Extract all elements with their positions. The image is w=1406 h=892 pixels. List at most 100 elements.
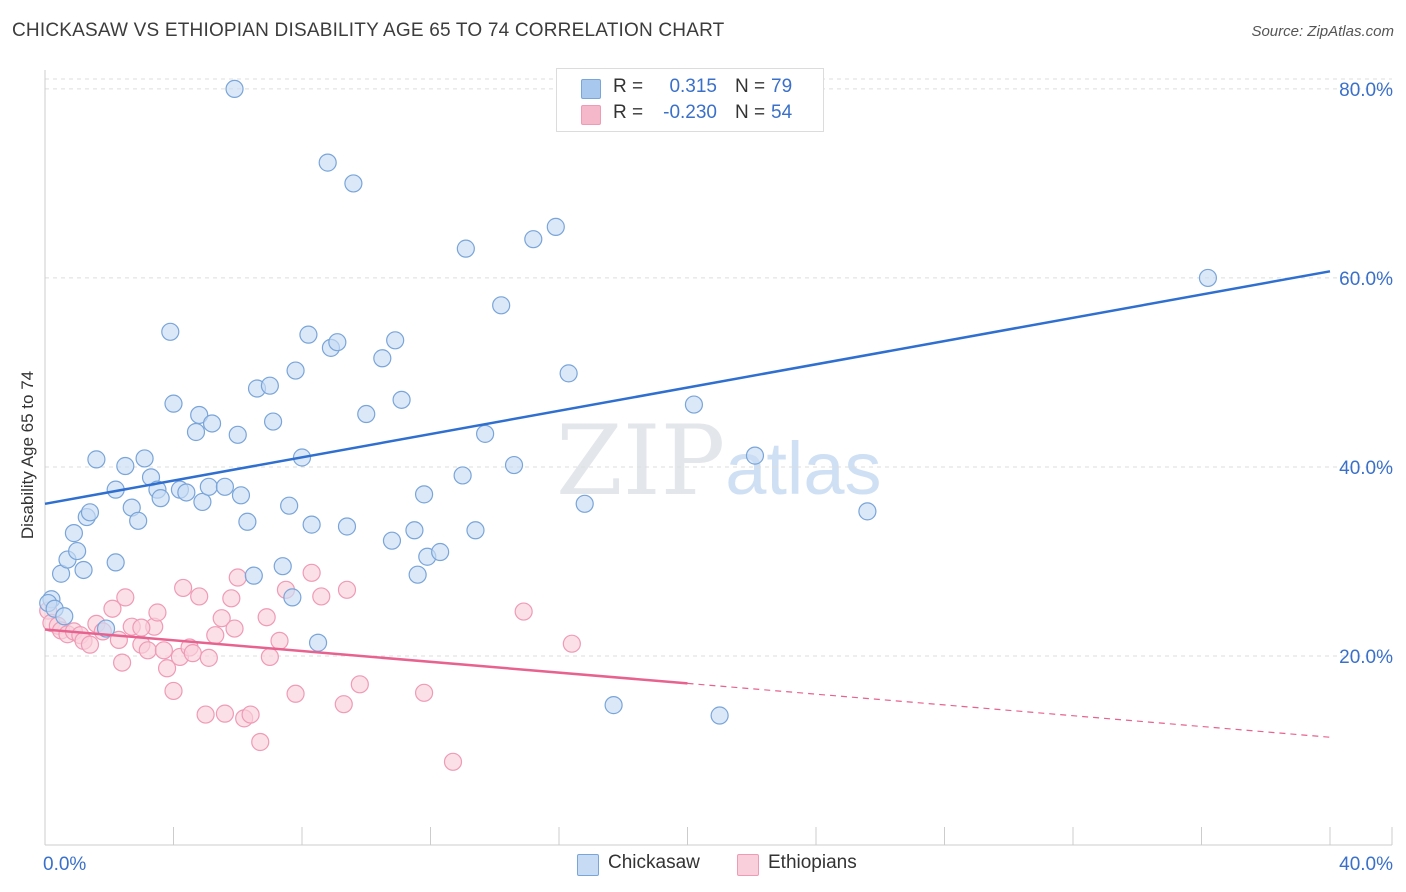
- chickasaw-point: [193, 492, 212, 512]
- chickasaw-point: [283, 588, 302, 607]
- x-tick-label: 0.0%: [43, 854, 86, 875]
- chickasaw-point: [55, 607, 74, 626]
- chickasaw-point: [260, 376, 279, 395]
- chickasaw-point: [524, 230, 543, 249]
- y-tick-label: 20.0%: [1339, 647, 1393, 668]
- chickasaw-point: [106, 553, 125, 572]
- chickasaw-point: [745, 446, 765, 465]
- series-label-ethiopians: Ethiopians: [768, 852, 857, 873]
- chickasaw-point: [225, 79, 244, 99]
- chickasaw-point: [228, 425, 247, 444]
- chickasaw-point: [129, 511, 148, 530]
- ethiopians-point: [103, 599, 122, 618]
- ethiopians-point: [286, 684, 305, 703]
- ethiopians-point: [225, 619, 244, 638]
- chickasaw-point: [80, 503, 100, 522]
- chickasaw-point: [202, 414, 222, 433]
- ethiopians-points: [39, 563, 581, 771]
- chickasaw-point: [337, 517, 357, 536]
- legend-r-value: 0.315: [669, 76, 717, 97]
- chickasaw-point: [68, 541, 87, 561]
- chart-title: CHICKASAW VS ETHIOPIAN DISABILITY AGE 65…: [12, 20, 725, 41]
- series-swatch-ethiopians: [737, 854, 759, 876]
- ethiopians-point: [514, 602, 533, 621]
- ethiopians-point: [206, 626, 225, 645]
- chickasaw-point: [64, 524, 84, 543]
- legend-n-value: 54: [771, 102, 793, 123]
- ethiopians-point: [334, 695, 353, 714]
- ethiopians-point: [148, 603, 167, 622]
- correlation-legend: R = 0.315 N = 79 R = -0.230 N = 54: [556, 68, 824, 132]
- chickasaw-point: [286, 361, 305, 380]
- ethiopians-point: [196, 705, 215, 724]
- chickasaw-point: [263, 412, 283, 431]
- legend-n-label: N =: [735, 76, 766, 97]
- chickasaw-point: [1198, 268, 1218, 288]
- chickasaw-point: [414, 485, 434, 504]
- chickasaw-point: [96, 619, 116, 638]
- ethiopians-point: [260, 647, 279, 667]
- chickasaw-point: [190, 405, 209, 425]
- ethiopians-point: [257, 608, 276, 627]
- ethiopians-point: [241, 705, 260, 724]
- chickasaw-point: [135, 449, 154, 468]
- chickasaw-point: [328, 333, 347, 352]
- series-swatch-chickasaw: [577, 854, 599, 876]
- trend-line-ethiopians-extension: [687, 682, 1331, 738]
- ethiopians-point: [312, 587, 331, 606]
- chickasaw-point: [476, 424, 495, 443]
- chickasaw-point: [161, 322, 180, 341]
- axes: [44, 70, 1393, 846]
- chickasaw-point: [431, 542, 450, 562]
- ethiopians-point: [270, 631, 289, 650]
- ethiopians-point: [222, 589, 241, 608]
- trend-line-chickasaw: [44, 270, 1331, 506]
- legend-row-ethiopians: R = -0.230 N = 54: [557, 102, 823, 128]
- ethiopians-point: [350, 675, 369, 694]
- chickasaw-point: [215, 477, 234, 496]
- trend-line-ethiopians: [44, 628, 688, 685]
- ethiopians-point: [212, 609, 231, 628]
- chickasaw-point: [373, 349, 392, 368]
- ethiopians-point: [443, 752, 463, 771]
- chickasaw-point: [74, 560, 93, 580]
- chickasaw-point: [858, 502, 877, 521]
- legend-r-label: R =: [613, 76, 644, 97]
- chickasaw-point: [318, 153, 337, 172]
- ethiopians-point: [251, 732, 270, 752]
- tick-labels: 20.0% 40.0% 60.0% 80.0% 0.0% 40.0%: [43, 80, 1393, 875]
- ethiopians-point: [215, 704, 234, 723]
- chickasaw-point: [604, 696, 623, 715]
- chickasaw-point: [186, 422, 206, 442]
- chickasaw-point: [199, 477, 218, 496]
- chickasaw-point: [116, 456, 135, 476]
- y-tick-label: 40.0%: [1339, 458, 1393, 479]
- trend-lines: [44, 270, 1331, 738]
- legend-swatch-ethiopians: [581, 105, 601, 125]
- chickasaw-point: [299, 325, 318, 344]
- y-tick-label: 80.0%: [1339, 80, 1393, 101]
- x-tick-label: 40.0%: [1339, 854, 1393, 875]
- ethiopians-point: [337, 580, 357, 599]
- chickasaw-point: [684, 395, 704, 414]
- chickasaw-point: [231, 486, 251, 505]
- legend-n-label: N =: [735, 102, 766, 123]
- series-legend: Chickasaw Ethiopians: [0, 852, 1406, 878]
- chickasaw-point: [273, 557, 292, 576]
- chickasaw-point: [280, 496, 299, 515]
- chickasaw-point: [504, 455, 524, 475]
- chickasaw-point: [164, 394, 183, 413]
- chickasaw-point: [546, 217, 565, 236]
- legend-r-value: -0.230: [663, 102, 717, 123]
- chickasaw-point: [408, 565, 427, 584]
- ethiopians-point: [190, 587, 209, 606]
- ethiopians-point: [116, 588, 135, 607]
- chickasaw-point: [177, 483, 196, 502]
- ethiopians-point: [157, 659, 177, 678]
- chickasaw-point: [456, 239, 475, 258]
- y-tick-label: 60.0%: [1339, 269, 1393, 290]
- chickasaw-point: [151, 489, 170, 508]
- chickasaw-point: [466, 521, 485, 540]
- ethiopians-point: [138, 641, 157, 660]
